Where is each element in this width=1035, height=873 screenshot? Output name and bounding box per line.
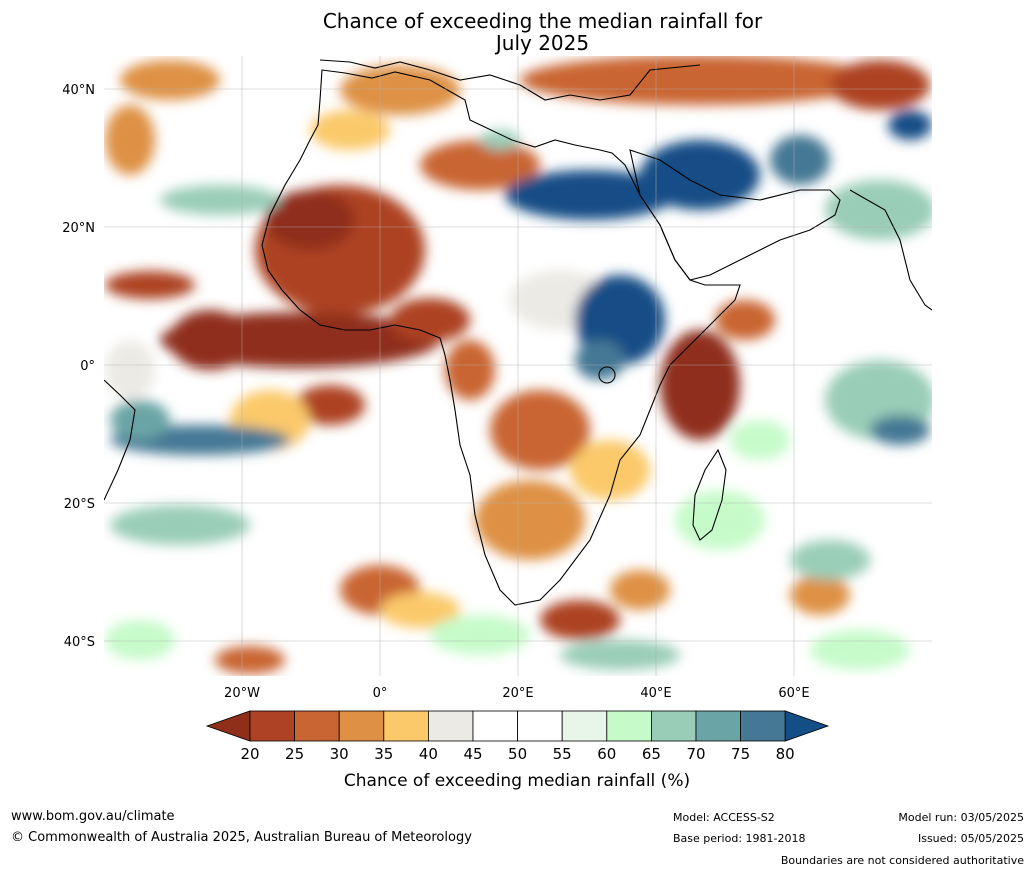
lon-label-20W: 20°W xyxy=(224,686,260,701)
colorbar-cell xyxy=(651,710,697,742)
colorbar-tick-label: 40 xyxy=(419,745,438,763)
title-line-2: July 2025 xyxy=(495,31,590,55)
colorbar-extend-high xyxy=(784,710,830,742)
south-america-coastline xyxy=(104,379,136,501)
europe-coastline xyxy=(319,59,701,101)
colorbar-cells xyxy=(205,710,830,742)
colorbar-cell xyxy=(606,710,652,742)
colorbar-extend-low xyxy=(205,710,251,742)
colorbar-tick-label: 75 xyxy=(731,745,750,763)
lon-label-0: 0° xyxy=(373,686,388,701)
colorbar-cell xyxy=(383,710,429,742)
colorbar-tick-label: 60 xyxy=(597,745,616,763)
africa-coastline xyxy=(261,69,741,606)
colorbar-ticks: 20 25 30 35 40 45 50 55 60 65 70 75 80 xyxy=(240,745,794,763)
lat-label-20S: 20°S xyxy=(64,497,95,512)
colorbar-cell xyxy=(740,710,786,742)
arabia-coastline xyxy=(629,149,841,281)
colorbar-cell xyxy=(517,710,563,742)
colorbar-tick-label: 20 xyxy=(240,745,259,763)
colorbar-tick-label: 35 xyxy=(374,745,393,763)
graticule xyxy=(104,56,932,676)
footer-website: www.bom.gov.au/climate xyxy=(11,809,175,824)
colorbar-tick-label: 65 xyxy=(642,745,661,763)
colorbar-cell xyxy=(294,710,340,742)
footer-base-period: Base period: 1981-2018 xyxy=(673,832,806,845)
colorbar-cell xyxy=(472,710,518,742)
colorbar-cell xyxy=(427,710,474,742)
footer-copyright: © Commonwealth of Australia 2025, Austra… xyxy=(11,830,472,845)
footer-model-run: Model run: 03/05/2025 xyxy=(898,811,1024,824)
colorbar-tick-label: 55 xyxy=(553,745,572,763)
footer-issued: Issued: 05/05/2025 xyxy=(917,832,1024,845)
lon-label-20E: 20°E xyxy=(502,686,533,701)
madagascar-coastline xyxy=(692,448,727,541)
lat-label-20N: 20°N xyxy=(62,221,95,236)
lon-label-40E: 40°E xyxy=(640,686,671,701)
title-line-1: Chance of exceeding the median rainfall … xyxy=(322,9,763,33)
colorbar-tick-label: 30 xyxy=(330,745,349,763)
colorbar-cell xyxy=(695,710,741,742)
colorbar-label: Chance of exceeding median rainfall (%) xyxy=(344,771,690,791)
colorbar-tick-label: 45 xyxy=(463,745,482,763)
india-coastline xyxy=(849,189,932,311)
lake-victoria xyxy=(598,366,616,384)
footer-model: Model: ACCESS-S2 xyxy=(673,811,775,824)
footer-disclaimer: Boundaries are not considered authoritat… xyxy=(780,854,1024,867)
longitude-labels: 20°W 0° 20°E 40°E 60°E xyxy=(224,686,810,701)
chart-title: Chance of exceeding the median rainfall … xyxy=(0,10,1035,54)
lat-label-40S: 40°S xyxy=(64,635,95,650)
lat-label-0: 0° xyxy=(80,359,95,374)
colorbar-cell xyxy=(338,710,385,742)
coastlines xyxy=(104,59,932,606)
latitude-labels: 40°N 20°N 0° 20°S 40°S xyxy=(62,83,95,650)
colorbar-cell xyxy=(561,710,608,742)
colorbar: 20 25 30 35 40 45 50 55 60 65 70 75 80 Chance of exc… xyxy=(205,710,830,791)
colorbar-tick-label: 25 xyxy=(285,745,304,763)
map-panel xyxy=(104,56,932,676)
colorbar-tick-label: 50 xyxy=(508,745,527,763)
colorbar-tick-label: 70 xyxy=(686,745,705,763)
probability-field xyxy=(105,56,932,674)
lon-label-60E: 60°E xyxy=(778,686,809,701)
colorbar-tick-label: 80 xyxy=(776,745,795,763)
lat-label-40N: 40°N xyxy=(62,83,95,98)
colorbar-cell xyxy=(249,710,295,742)
